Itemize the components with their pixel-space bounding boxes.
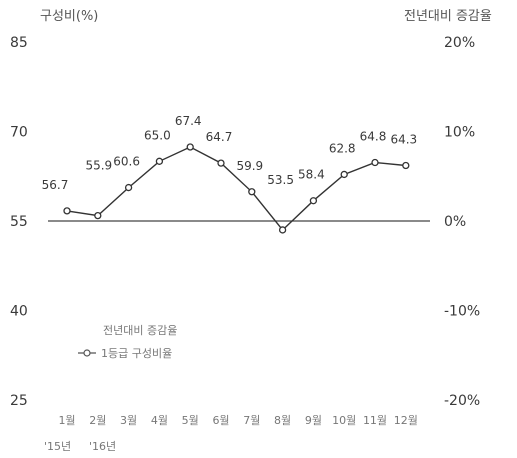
data-point-8월 (278, 226, 287, 234)
data-label-12월: 64.3 (390, 133, 417, 147)
legend-title: 전년대비 증감율 (103, 324, 177, 337)
left-tick-label-3: 40 (10, 304, 28, 320)
data-point-12월 (402, 161, 410, 170)
data-point-7월 (248, 188, 256, 196)
right-tick-label-2: 0% (444, 214, 466, 230)
left-axis-title: 구성비(%) (40, 9, 98, 24)
data-label-7월: 59.9 (236, 159, 263, 173)
x-tick-label-11: 11월 (363, 414, 387, 427)
left-tick-label-4: 25 (10, 393, 28, 409)
legend: 전년대비 증감율 1등급 구성비율 (78, 324, 177, 360)
right-tick-label-3: -10% (444, 304, 480, 320)
x-tick-label-6: 6월 (212, 414, 229, 427)
x-tick-label-10: 10월 (332, 414, 356, 427)
data-point-3월 (124, 183, 133, 192)
data-label-8월: 53.5 (267, 173, 294, 187)
data-label-6월: 64.7 (206, 130, 233, 144)
data-point-10월 (340, 170, 348, 179)
data-label-11월: 64.8 (360, 130, 387, 144)
left-tick-label-2: 55 (10, 214, 28, 230)
x-tick-label-4: 4월 (151, 414, 168, 427)
right-tick-label-4: -20% (444, 393, 480, 409)
x-tick-label-7: 7월 (243, 414, 260, 427)
data-point-2월 (94, 211, 102, 220)
x-tick-label-2: 2월 (89, 414, 106, 427)
left-tick-label-1: 70 (10, 125, 28, 141)
data-point-11월 (371, 158, 379, 167)
legend-entry: 1등급 구성비율 (101, 347, 172, 360)
right-axis-title: 전년대비 증감율 (404, 9, 492, 24)
data-label-9월: 58.4 (298, 168, 325, 182)
data-label-5월: 67.4 (175, 114, 202, 128)
right-tick-label-0: 20% (444, 35, 475, 51)
data-point-6월 (217, 159, 225, 167)
x-tick-label-3: 3월 (120, 414, 137, 427)
legend-marker-swatch (83, 349, 91, 357)
left-tick-label-0: 85 (10, 35, 28, 51)
data-point-1월 (63, 207, 71, 215)
x-tick-label-12: 12월 (394, 414, 418, 427)
data-point-4월 (155, 157, 164, 165)
x-tick-label-9: 9월 (305, 414, 322, 427)
data-label-1월: 56.7 (42, 178, 69, 192)
data-label-4월: 65.0 (144, 128, 171, 142)
data-point-5월 (186, 143, 194, 151)
data-point-9월 (309, 197, 318, 205)
x-tick-label-5: 5월 (182, 414, 199, 427)
x-tick-label-8: 8월 (274, 414, 291, 427)
right-tick-label-1: 10% (444, 125, 475, 141)
data-label-3월: 60.6 (113, 155, 140, 169)
year-label-2015: '15년 (44, 440, 71, 453)
year-label-2016: '16년 (89, 440, 116, 453)
x-tick-label-1: 1월 (58, 414, 75, 427)
data-label-10월: 62.8 (329, 141, 356, 155)
data-label-2월: 55.9 (85, 159, 112, 173)
series-line-0 (66, 146, 406, 232)
